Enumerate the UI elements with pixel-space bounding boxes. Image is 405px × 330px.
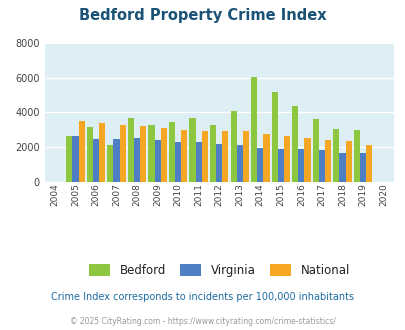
Bar [263,134,269,182]
Bar [250,77,257,182]
Bar [236,145,242,182]
Bar [339,153,345,182]
Bar [168,122,175,182]
Bar [359,153,365,182]
Bar [93,139,99,182]
Bar [72,136,78,182]
Bar [353,129,359,182]
Bar [271,92,277,182]
Text: Crime Index corresponds to incidents per 100,000 inhabitants: Crime Index corresponds to incidents per… [51,292,354,302]
Bar [78,121,85,182]
Bar [148,125,154,182]
Text: Bedford Property Crime Index: Bedford Property Crime Index [79,8,326,23]
Bar [189,118,195,182]
Bar [181,130,187,182]
Bar [201,131,207,182]
Bar [113,139,119,182]
Bar [283,136,290,182]
Bar [298,149,304,182]
Bar [215,144,222,182]
Bar [119,125,126,182]
Bar [324,140,330,182]
Bar [242,131,248,182]
Bar [345,142,351,182]
Bar [333,129,339,182]
Bar [87,127,93,182]
Bar [128,118,134,182]
Bar [312,119,318,182]
Bar [304,138,310,182]
Bar [99,123,105,182]
Bar [160,128,166,182]
Bar [175,142,181,182]
Bar [292,106,298,182]
Text: © 2025 CityRating.com - https://www.cityrating.com/crime-statistics/: © 2025 CityRating.com - https://www.city… [70,317,335,326]
Bar [222,131,228,182]
Bar [318,150,324,182]
Bar [209,125,215,182]
Bar [107,145,113,182]
Bar [154,140,160,182]
Legend: Bedford, Virginia, National: Bedford, Virginia, National [84,259,354,282]
Bar [134,138,140,182]
Bar [365,145,371,182]
Bar [195,142,201,182]
Bar [66,136,72,182]
Bar [230,111,236,182]
Bar [140,125,146,182]
Bar [277,149,283,182]
Bar [257,148,263,182]
